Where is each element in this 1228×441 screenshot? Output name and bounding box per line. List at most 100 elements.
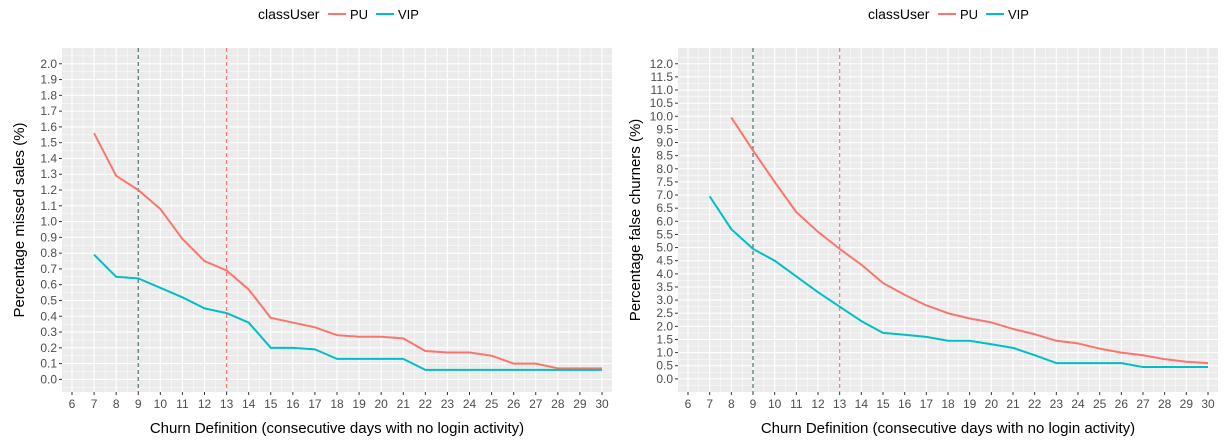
y-tick-label: 6.5	[656, 201, 673, 215]
legend-label-vip: VIP	[398, 7, 419, 22]
gridlines-right	[678, 48, 1218, 392]
y-tick-label: 1.5	[40, 136, 57, 150]
y-tick-label: 1.7	[40, 104, 57, 118]
y-ticks-left: 0.00.1 0.2 0.3 0.4 0.50.6 0.7 0.8 0.91.0 1.1 1.2 1…	[40, 57, 62, 386]
legend-label-vip: VIP	[1008, 7, 1029, 22]
legend-right: classUser PU VIP	[868, 6, 1029, 22]
x-tick-label: 29	[1180, 397, 1194, 411]
x-tick-label: 30	[1201, 397, 1215, 411]
x-ticks-right: 6 7 8 9 10 11 12 13 14 15 16 17 18 19 20 21 22 23 24 25 26 27…	[685, 392, 1215, 411]
y-tick-label: 1.4	[40, 151, 57, 165]
y-tick-label: 8.0	[656, 162, 673, 176]
y-tick-label: 1.8	[40, 88, 57, 102]
y-tick-label: 6.0	[656, 214, 673, 228]
y-tick-label: 1.1	[40, 199, 57, 213]
y-tick-label: 1.0	[656, 346, 673, 360]
x-tick-label: 17	[920, 397, 934, 411]
x-tick-label: 10	[768, 397, 782, 411]
y-tick-label: 0.8	[40, 246, 57, 260]
x-tick-label: 23	[441, 397, 455, 411]
y-tick-label: 4.0	[656, 267, 673, 281]
y-tick-label: 1.9	[40, 73, 57, 87]
x-tick-label: 11	[176, 397, 189, 411]
vlines-right	[752, 48, 841, 392]
series-line-vip	[93, 254, 602, 371]
y-tick-label: 0.7	[40, 262, 57, 276]
y-tick-label: 1.5	[656, 332, 673, 346]
x-ticks-left: 6 7 8 9 10 11 12 13 14 15 16 17 18 19 20 21 22 23 24 25 26 27…	[69, 392, 609, 411]
y-tick-label: 1.6	[40, 120, 57, 134]
x-tick-label: 15	[876, 397, 890, 411]
series-line-pu	[730, 117, 1209, 365]
x-tick-label: 16	[286, 397, 300, 411]
chart-missed-sales: classUser PU VIP 0.00.10.20.30.40.50.60.…	[11, 6, 612, 437]
y-tick-label: 0.1	[40, 357, 57, 371]
x-tick-label: 19	[963, 397, 977, 411]
x-tick-label: 8	[728, 397, 735, 411]
x-tick-label: 28	[1158, 397, 1172, 411]
x-tick-label: 27	[529, 397, 543, 411]
vlines-left	[137, 48, 228, 392]
legend-left: classUser PU VIP	[258, 6, 419, 22]
x-tick-label: 21	[1006, 397, 1020, 411]
x-tick-label: 14	[242, 397, 256, 411]
x-tick-label: 20	[985, 397, 999, 411]
y-tick-label: 2.5	[656, 306, 673, 320]
y-tick-label: 9.5	[656, 122, 673, 136]
x-tick-label: 18	[941, 397, 955, 411]
legend-title: classUser	[258, 6, 320, 22]
x-tick-label: 6	[69, 397, 76, 411]
y-tick-label: 11.5	[651, 70, 674, 84]
y-axis-title-left: Percentage missed sales (%)	[11, 122, 28, 317]
chart-false-churners: classUser PU VIP 0.00.51.01.52.02.53.03.…	[627, 6, 1218, 437]
y-tick-label: 2.0	[656, 319, 673, 333]
series-left	[93, 132, 602, 371]
y-tick-label: 0.0	[656, 372, 673, 386]
x-tick-label: 22	[1028, 397, 1042, 411]
x-tick-label: 27	[1136, 397, 1150, 411]
x-tick-label: 21	[397, 397, 411, 411]
series-line-vip	[708, 195, 1208, 369]
y-tick-label: 0.6	[40, 278, 57, 292]
x-tick-label: 23	[1050, 397, 1064, 411]
x-tick-label: 26	[1115, 397, 1129, 411]
y-tick-label: 1.3	[40, 167, 57, 181]
y-tick-label: 12.0	[650, 57, 674, 71]
y-tick-label: 4.5	[656, 254, 673, 268]
y-tick-label: 11.0	[651, 83, 674, 97]
x-tick-label: 28	[551, 397, 565, 411]
x-tick-label: 26	[507, 397, 521, 411]
x-tick-label: 10	[154, 397, 168, 411]
y-tick-label: 0.9	[40, 230, 57, 244]
x-tick-label: 7	[91, 397, 98, 411]
y-tick-label: 2.0	[40, 57, 57, 71]
x-tick-label: 17	[308, 397, 322, 411]
x-tick-label: 13	[833, 397, 847, 411]
y-tick-label: 0.5	[40, 293, 57, 307]
y-ticks-right: 0.00.51.01.52.02.53.03.54.04.55.05.56.06…	[650, 57, 678, 386]
y-tick-label: 8.5	[656, 149, 673, 163]
series-line-pu	[93, 132, 602, 370]
y-tick-label: 0.3	[40, 325, 57, 339]
y-tick-label: 3.0	[656, 293, 673, 307]
x-tick-label: 13	[220, 397, 234, 411]
y-tick-label: 7.5	[656, 175, 673, 189]
x-tick-label: 22	[419, 397, 433, 411]
x-tick-label: 30	[595, 397, 609, 411]
x-tick-label: 12	[198, 397, 212, 411]
x-tick-label: 24	[463, 397, 477, 411]
x-tick-label: 8	[113, 397, 120, 411]
x-axis-title-right: Churn Definition (consecutive days with …	[761, 420, 1135, 437]
legend-label-pu: PU	[960, 7, 978, 22]
x-tick-label: 9	[135, 397, 142, 411]
x-tick-label: 6	[685, 397, 692, 411]
legend-title: classUser	[868, 6, 930, 22]
x-tick-label: 15	[264, 397, 278, 411]
legend-label-pu: PU	[350, 7, 368, 22]
y-tick-label: 5.0	[656, 241, 673, 255]
y-tick-label: 1.0	[40, 215, 57, 229]
x-tick-label: 12	[811, 397, 825, 411]
y-tick-label: 0.4	[40, 309, 57, 323]
x-tick-label: 16	[898, 397, 912, 411]
